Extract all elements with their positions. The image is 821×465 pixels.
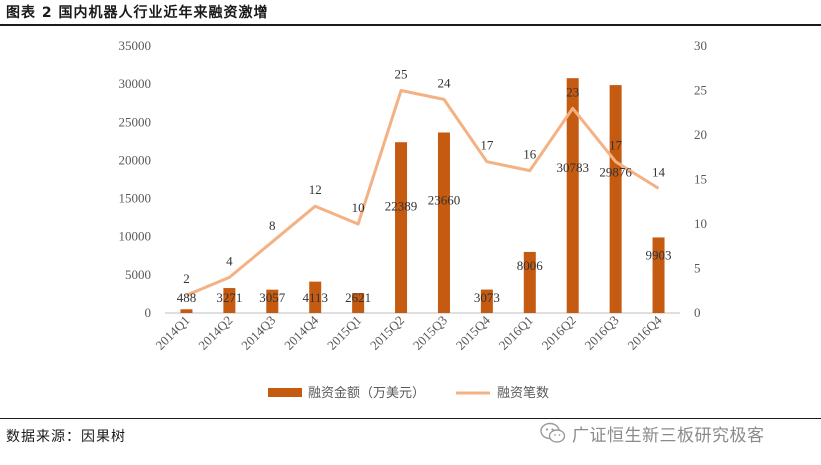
- bar: [437, 132, 450, 313]
- y-right-tick-label: 10: [694, 216, 707, 231]
- line-value-label: 17: [609, 138, 623, 153]
- chart: 0 5000 10000 15000 20000 25000 30000 35000 0 5 10 1…: [119, 38, 708, 401]
- x-tick-label: 2016Q3: [582, 313, 622, 353]
- legend: 融资金额（万美元） 融资笔数: [268, 385, 549, 401]
- bar-value-label: 3271: [216, 290, 242, 305]
- wechat-icon: [540, 422, 566, 443]
- y-left-tick-label: 30000: [119, 76, 152, 91]
- bar-value-label: 22389: [385, 199, 418, 214]
- bar: [609, 85, 622, 313]
- y-right-tick-label: 25: [694, 83, 707, 98]
- y-left-tick-label: 15000: [119, 191, 152, 206]
- y-left-tick-label: 20000: [119, 152, 152, 167]
- line-value-label: 24: [437, 75, 451, 90]
- bar: [480, 289, 493, 313]
- bar: [223, 288, 236, 313]
- line-value-label: 2: [183, 271, 190, 286]
- line-value-label: 25: [395, 67, 408, 82]
- x-tick-label: 2016Q4: [624, 312, 665, 353]
- line-value-label: 16: [523, 147, 537, 162]
- bar: [566, 78, 579, 314]
- watermark-text: 广证恒生新三板研究极客: [572, 425, 765, 446]
- bar: [652, 237, 665, 313]
- y-right-tick-label: 15: [694, 172, 707, 187]
- y-right-tick-label: 5: [694, 261, 701, 276]
- bar-value-label: 9903: [646, 247, 672, 262]
- data-labels: 488 3271 3057 4113 2621 22389 23660 3073 8006 307…: [177, 67, 672, 306]
- line-value-label: 8: [269, 218, 276, 233]
- line-value-label: 17: [480, 138, 494, 153]
- line-value-label: 12: [309, 182, 322, 197]
- bar-value-label: 8006: [517, 258, 544, 273]
- y-left-tick-label: 0: [145, 305, 152, 320]
- y-left-tick-label: 5000: [125, 267, 151, 282]
- y-left-tick-label: 10000: [119, 229, 152, 244]
- x-tick-label: 2015Q3: [410, 313, 450, 353]
- figure-title: 图表 2 国内机器人行业近年来融资激增: [6, 5, 269, 21]
- bar-value-label: 488: [177, 290, 197, 305]
- bar: [266, 289, 279, 313]
- legend-label-bar: 融资金额（万美元）: [308, 385, 425, 401]
- line-value-label: 4: [226, 253, 233, 268]
- bottom-rule: [0, 418, 821, 419]
- x-tick-label: 2015Q4: [453, 312, 494, 353]
- bar-value-label: 30783: [556, 160, 589, 175]
- x-tick-label: 2015Q1: [324, 313, 364, 353]
- bar: [395, 142, 408, 313]
- bar-value-label: 2621: [345, 290, 371, 305]
- y-right-tick-label: 30: [694, 38, 707, 53]
- bar-value-label: 29876: [599, 164, 632, 179]
- top-rule: [0, 24, 821, 26]
- x-tick-label: 2014Q2: [195, 313, 235, 353]
- y-left-tick-label: 25000: [119, 114, 152, 129]
- x-tick-label: 2016Q1: [496, 313, 536, 353]
- legend-swatch-bar: [268, 388, 302, 397]
- line-value-label: 23: [566, 84, 579, 99]
- bar: [309, 281, 322, 313]
- bar-series: [180, 78, 665, 314]
- bar: [180, 309, 193, 313]
- legend-label-line: 融资笔数: [497, 385, 549, 401]
- x-tick-label: 2014Q4: [281, 312, 322, 353]
- x-tick-label: 2014Q1: [152, 313, 192, 353]
- count-line: [185, 89, 660, 297]
- x-tick-label: 2014Q3: [238, 313, 278, 353]
- bar-value-label: 4113: [302, 290, 328, 305]
- line-value-label: 14: [652, 164, 666, 179]
- bar-value-label: 3073: [474, 290, 500, 305]
- source-note: 数据来源：因果树: [6, 429, 126, 445]
- bar: [523, 251, 536, 313]
- line-value-label: 10: [352, 200, 365, 215]
- bar: [352, 293, 365, 313]
- y-right-tick-label: 20: [694, 127, 707, 142]
- line-series: [185, 89, 660, 297]
- watermark: 广证恒生新三板研究极客: [540, 420, 765, 446]
- y-right-tick-label: 0: [694, 305, 701, 320]
- bar-value-label: 3057: [259, 290, 286, 305]
- y-left-tick-label: 35000: [119, 38, 152, 53]
- x-tick-label: 2016Q2: [539, 313, 579, 353]
- x-tick-label: 2015Q2: [367, 313, 407, 353]
- bar-value-label: 23660: [428, 193, 461, 208]
